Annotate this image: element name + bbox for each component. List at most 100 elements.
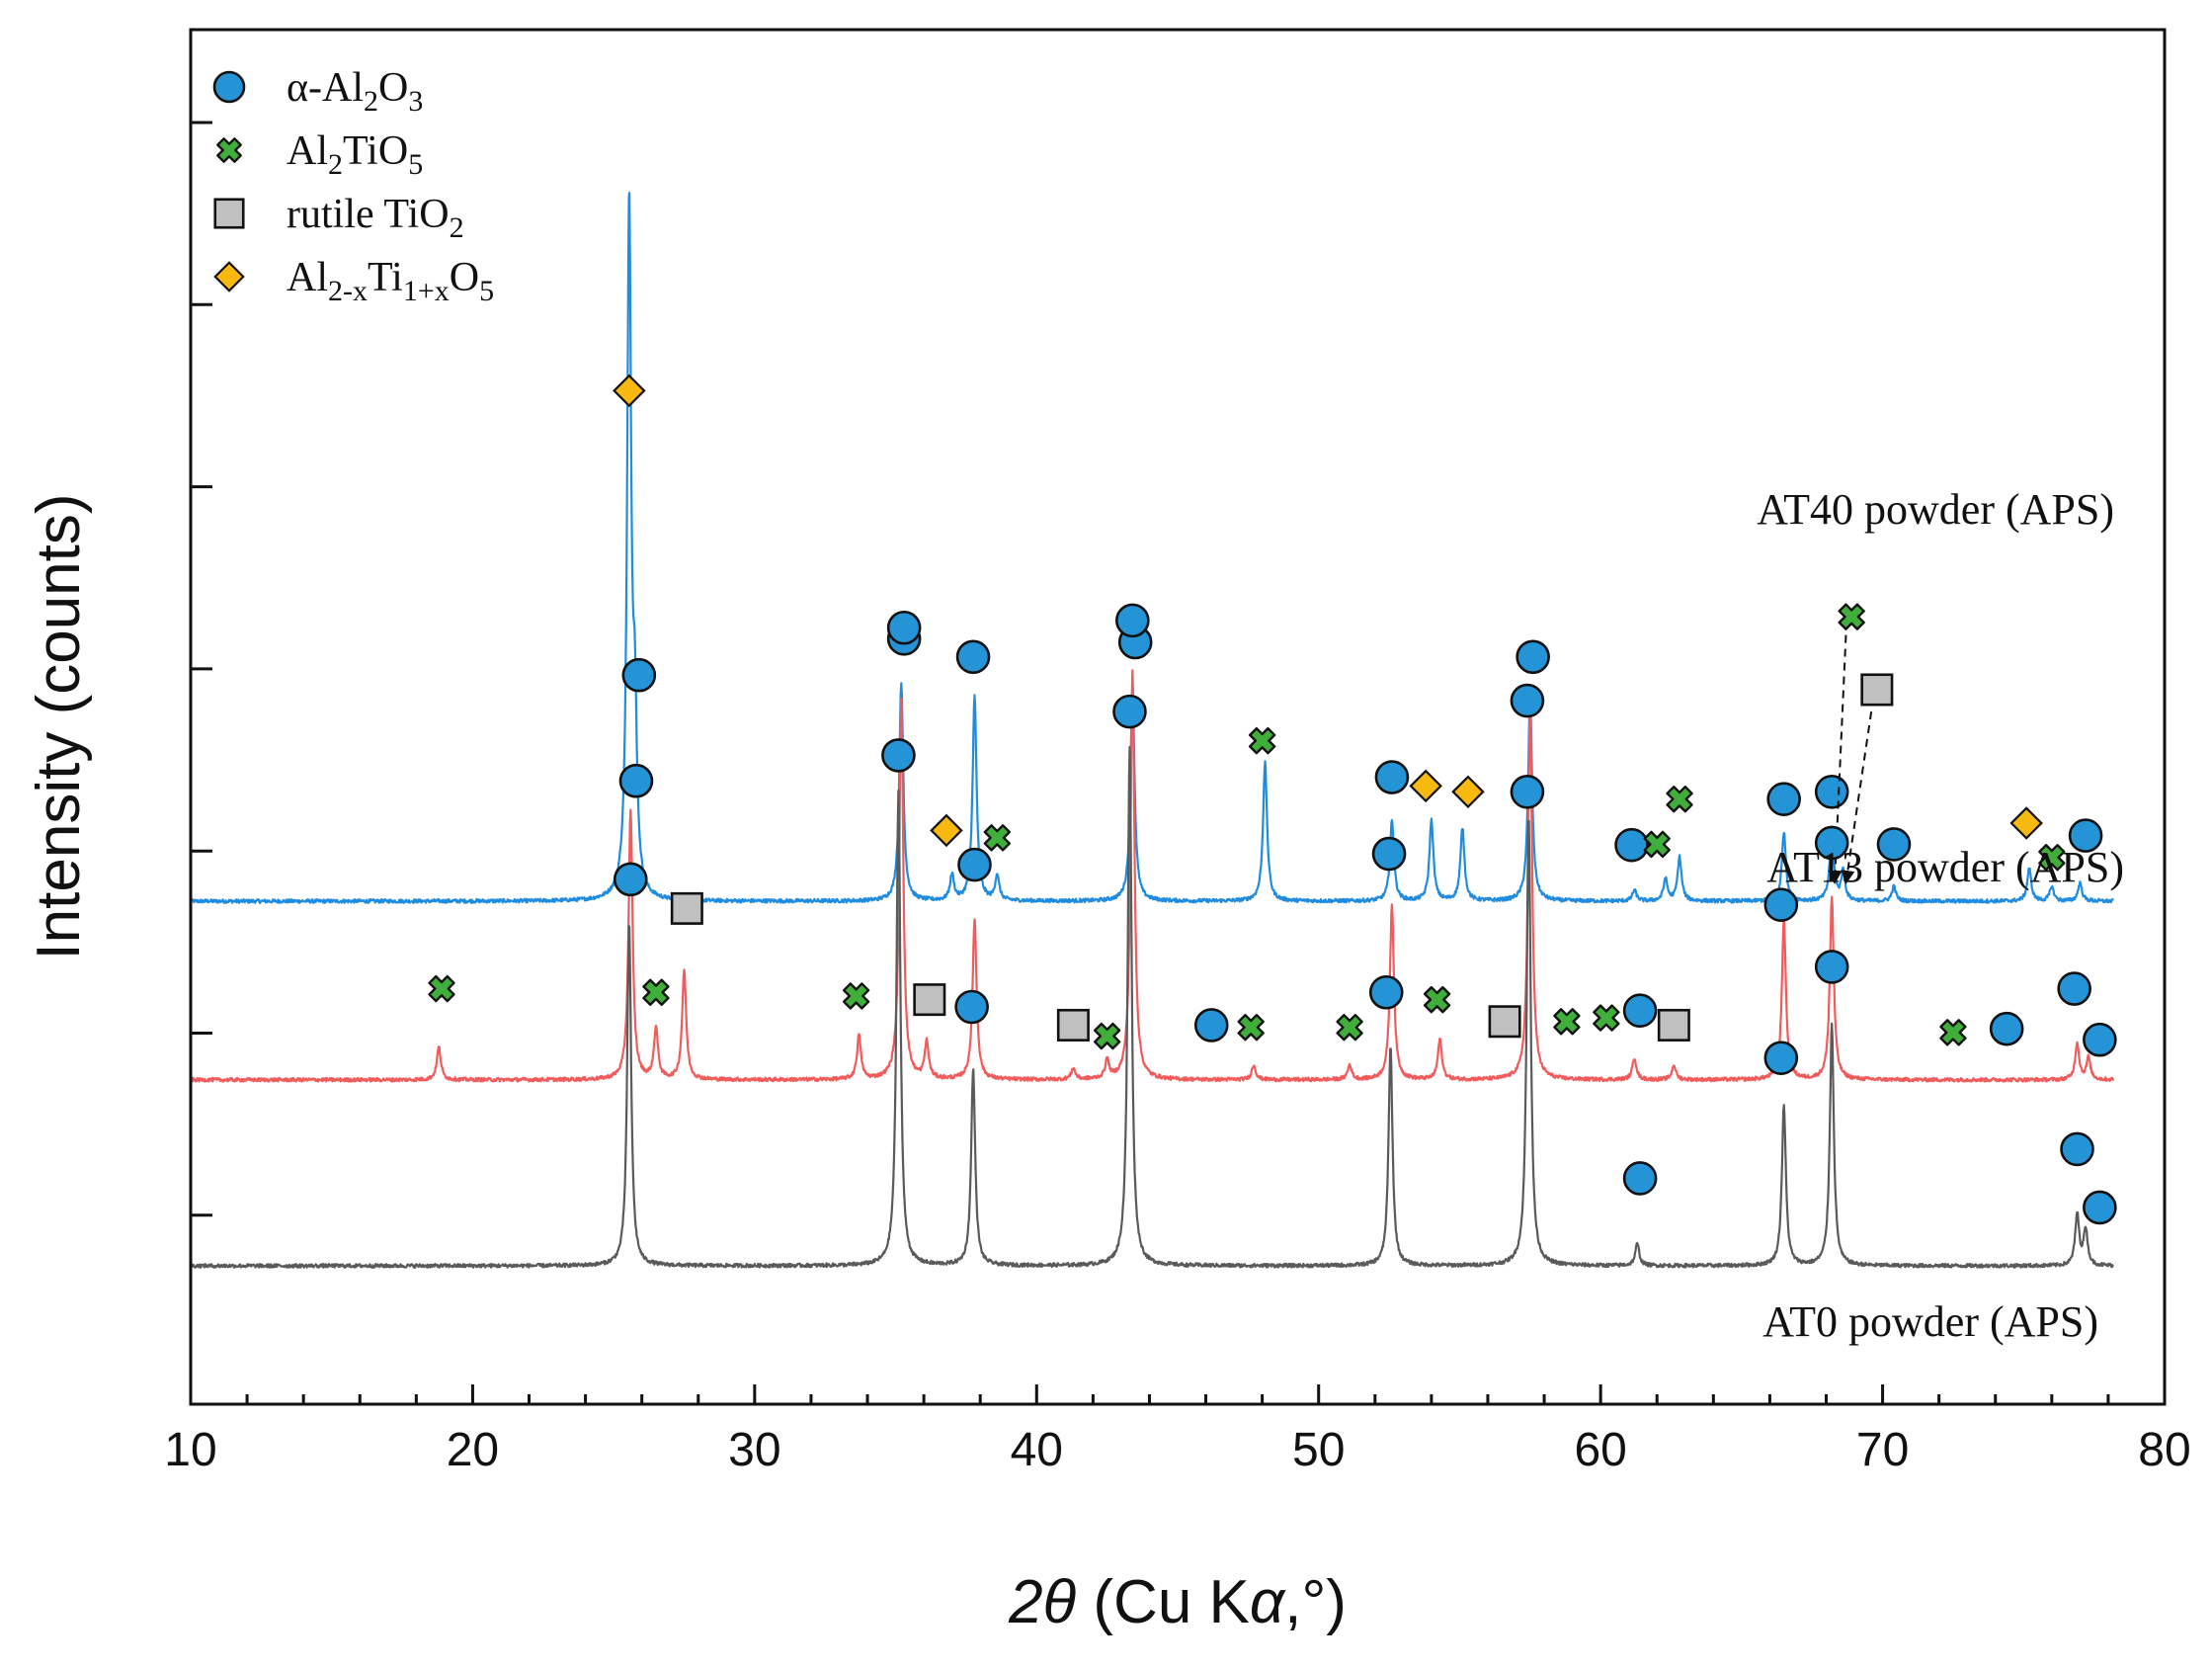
marker-alpha bbox=[1115, 603, 1150, 638]
marker-alpha bbox=[1763, 887, 1799, 922]
marker-at bbox=[1553, 1008, 1581, 1036]
marker-alpha bbox=[2060, 1131, 2094, 1167]
marker-at bbox=[2038, 844, 2066, 872]
marker-alpha bbox=[1510, 683, 1545, 718]
legend-marker-rutile bbox=[213, 198, 245, 229]
marker-alpha bbox=[618, 763, 654, 798]
legend-marker-at bbox=[216, 137, 242, 163]
marker-rutile bbox=[670, 891, 703, 925]
marker-at bbox=[1237, 1013, 1265, 1042]
marker-alpha bbox=[957, 847, 992, 882]
marker-alpha bbox=[613, 862, 648, 897]
marker-rutile bbox=[1488, 1005, 1521, 1039]
legend-label-rutile: rutile TiO2 bbox=[287, 192, 464, 244]
marker-at bbox=[1939, 1019, 1967, 1046]
marker-alpha bbox=[2083, 1190, 2117, 1225]
marker-at bbox=[1423, 985, 1451, 1014]
series-layer bbox=[189, 192, 2115, 1269]
sample-label-at0-powder-aps: AT0 powder (APS) bbox=[1762, 1297, 2098, 1346]
marker-alpha bbox=[1763, 1041, 1799, 1075]
x-axis-title-alpha: α bbox=[1250, 1568, 1286, 1636]
marker-at bbox=[983, 824, 1012, 852]
x-axis-title-var: 2θ bbox=[1008, 1568, 1076, 1636]
x-tick-label: 50 bbox=[1292, 1424, 1345, 1476]
marker-alpha bbox=[1368, 974, 1404, 1010]
marker-alpha bbox=[1814, 950, 1849, 984]
marker-alpha bbox=[1814, 774, 1849, 809]
legend-marker-ati bbox=[213, 261, 245, 292]
x-tick-label: 60 bbox=[1574, 1424, 1626, 1476]
x-axis-title: 2θ (Cu Kα,°) bbox=[1008, 1568, 1347, 1636]
marker-alpha bbox=[886, 610, 922, 645]
markers-at13-powder-aps bbox=[428, 603, 2117, 1057]
marker-rutile bbox=[1657, 1008, 1690, 1042]
marker-rutile bbox=[913, 983, 946, 1017]
legend-item-rutile: rutile TiO2 bbox=[213, 192, 464, 244]
marker-alpha bbox=[1766, 782, 1801, 816]
marker-ati bbox=[1409, 769, 1442, 803]
y-axis-title: Intensity (counts) bbox=[25, 493, 93, 960]
marker-alpha bbox=[1622, 1161, 1658, 1196]
trace-at0-powder-aps bbox=[190, 745, 2114, 1269]
legend: α-Al2O3 Al2TiO5 rutile TiO2 Al2-xTi1+xO5 bbox=[212, 65, 494, 307]
marker-at bbox=[1336, 1013, 1363, 1042]
marker-rutile bbox=[1056, 1008, 1090, 1042]
marker-alpha bbox=[1614, 827, 1649, 863]
x-tick-label: 40 bbox=[1011, 1424, 1063, 1476]
marker-alpha bbox=[2057, 971, 2091, 1006]
marker-rutile bbox=[1860, 673, 1894, 707]
x-tick-label: 80 bbox=[2138, 1424, 2190, 1476]
marker-ati bbox=[1451, 775, 1485, 809]
marker-ati bbox=[930, 813, 963, 848]
marker-at bbox=[428, 974, 455, 1003]
marker-alpha bbox=[1814, 825, 1849, 861]
marker-at bbox=[1593, 1004, 1620, 1032]
series-at0-powder-aps bbox=[190, 745, 2114, 1269]
marker-at bbox=[642, 978, 670, 1006]
marker-alpha bbox=[1989, 1011, 2024, 1046]
marker-alpha bbox=[1193, 1008, 1229, 1043]
marker-at bbox=[1248, 726, 1276, 755]
marker-at bbox=[1093, 1022, 1121, 1050]
marker-ati bbox=[2009, 806, 2043, 840]
annotation-arrow bbox=[1841, 710, 1873, 884]
x-tick-label: 10 bbox=[164, 1424, 216, 1476]
legend-item-alpha: α-Al2O3 bbox=[212, 65, 423, 118]
marker-alpha bbox=[1510, 774, 1545, 809]
axes: 10 20 30 40 50 60 70 80 Intensity (counts) 2θ (Cu… bbox=[25, 28, 2191, 1636]
marker-at bbox=[1643, 830, 1671, 859]
marker-alpha bbox=[1622, 993, 1658, 1029]
sample-label-at13-powder-aps: AT13 powder (APS) bbox=[1766, 843, 2124, 891]
marker-alpha bbox=[2068, 818, 2103, 853]
sample-labels: AT40 powder (APS) AT13 powder (APS) AT0 po… bbox=[1757, 485, 2124, 1346]
legend-label-ati: Al2-xTi1+xO5 bbox=[287, 255, 494, 307]
x-tick-label: 30 bbox=[728, 1424, 780, 1476]
legend-label-alpha: α-Al2O3 bbox=[287, 65, 423, 118]
marker-at bbox=[842, 982, 870, 1010]
marker-ati bbox=[613, 374, 646, 408]
marker-alpha bbox=[1516, 639, 1550, 675]
marker-alpha bbox=[621, 657, 657, 693]
sample-label-at40-powder-aps: AT40 powder (APS) bbox=[1757, 485, 2114, 534]
x-axis-title-rest: (Cu K bbox=[1076, 1568, 1250, 1636]
marker-alpha bbox=[955, 639, 991, 675]
marker-alpha bbox=[2083, 1022, 2117, 1057]
x-tick-label: 20 bbox=[447, 1424, 499, 1476]
marker-alpha bbox=[1374, 760, 1410, 794]
legend-item-ati: Al2-xTi1+xO5 bbox=[213, 255, 494, 307]
x-tick-label: 70 bbox=[1856, 1424, 1909, 1476]
phase-marker-layer bbox=[428, 374, 2117, 1225]
marker-alpha bbox=[1112, 694, 1147, 729]
marker-at bbox=[1838, 603, 1865, 630]
marker-alpha bbox=[881, 738, 916, 773]
markers-at0-powder-aps bbox=[613, 694, 2117, 1225]
marker-alpha bbox=[954, 989, 989, 1025]
marker-alpha bbox=[1371, 836, 1407, 872]
legend-marker-alpha bbox=[212, 70, 246, 104]
marker-alpha bbox=[1876, 827, 1912, 862]
markers-at40-powder-aps bbox=[613, 374, 2103, 884]
legend-label-at: Al2TiO5 bbox=[287, 128, 423, 181]
marker-at bbox=[1666, 785, 1693, 813]
legend-item-at: Al2TiO5 bbox=[216, 128, 423, 181]
